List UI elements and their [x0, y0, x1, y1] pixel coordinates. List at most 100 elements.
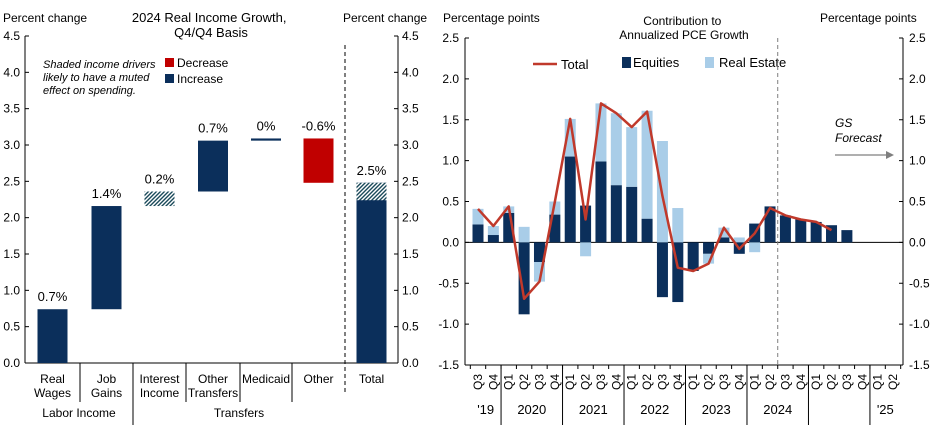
legend-label-real-estate: Real Estate [719, 55, 786, 70]
quarter-label: Q3 [471, 374, 485, 390]
forecast-label-line1: GS [835, 116, 852, 130]
equities-bar [764, 206, 776, 243]
real-estate-bar [641, 110, 653, 219]
right-ytick-label-right: 1.5 [909, 113, 926, 127]
legend-label-total: Total [561, 57, 589, 72]
equities-bar [703, 242, 715, 254]
real-estate-bar [718, 227, 730, 238]
year-label: '19 [477, 402, 494, 417]
left-category-label-line2: Gains [91, 386, 122, 400]
quarter-label: Q2 [702, 374, 716, 390]
real-estate-bar [595, 103, 607, 162]
left-group-label: Labor Income [42, 406, 116, 420]
equities-bar [687, 242, 699, 271]
left-category-label: Job [97, 372, 117, 386]
year-label: 2020 [517, 402, 546, 417]
legend-swatch-increase [165, 74, 174, 83]
equities-bar [595, 161, 607, 243]
quarter-label: Q3 [778, 374, 792, 390]
equities-bar [580, 205, 592, 243]
equities-bar [810, 221, 822, 243]
right-ytick-label: 2.0 [442, 72, 459, 86]
legend-label-decrease: Decrease [177, 56, 229, 70]
waterfall-bar [37, 309, 68, 363]
right-ytick-label: 0.0 [442, 235, 459, 249]
quarter-label: Q2 [517, 374, 531, 390]
left-ytick-label-right: 1.5 [402, 247, 419, 261]
right-ytick-label-right: 2.0 [909, 72, 926, 86]
equities-bar [564, 156, 576, 243]
left-category-label: Other [198, 372, 228, 386]
right-ytick-label-right: 1.0 [909, 154, 926, 168]
left-category-label-line2: Wages [34, 386, 71, 400]
waterfall-bar [144, 191, 175, 207]
left-title-line1: 2024 Real Income Growth, [132, 10, 287, 25]
year-label: 2022 [640, 402, 669, 417]
legend-label-equities: Equities [633, 55, 680, 70]
left-ytick-label-right: 4.5 [402, 29, 419, 43]
equities-bar [641, 218, 653, 243]
real-estate-bar [749, 242, 761, 253]
left-ytick-label: 1.5 [3, 247, 20, 261]
right-ytick-label-right: -0.5 [909, 276, 930, 290]
real-estate-bar [733, 237, 745, 243]
left-title-line2: Q4/Q4 Basis [174, 25, 248, 40]
left-category-label: Interest [139, 372, 180, 386]
right-ytick-label-right: 0.0 [909, 235, 926, 249]
real-estate-bar [533, 261, 545, 282]
equities-bar [487, 235, 499, 243]
equities-bar [672, 242, 684, 303]
real-estate-bar [487, 226, 499, 236]
quarter-label: Q3 [532, 374, 546, 390]
quarter-label: Q4 [855, 374, 869, 390]
quarter-label: Q3 [655, 374, 669, 390]
forecast-label: GS Forecast [835, 116, 882, 145]
right-ytick-label: 1.5 [442, 113, 459, 127]
real-estate-bar [703, 253, 715, 264]
equities-bar [841, 230, 853, 243]
quarter-label: Q1 [871, 374, 885, 390]
right-total-line [477, 102, 833, 301]
legend-swatch-equities [622, 57, 631, 68]
total-series-line [477, 102, 833, 301]
year-label: 2021 [579, 402, 608, 417]
left-title: 2024 Real Income Growth, Q4/Q4 Basis [132, 10, 290, 40]
equities-bar [795, 219, 807, 243]
quarter-label: Q1 [502, 374, 516, 390]
waterfall-data-label: 0.7% [38, 289, 68, 304]
right-title-line2: Annualized PCE Growth [619, 28, 748, 42]
waterfall-data-label: 0.7% [198, 121, 228, 136]
equities-bar [549, 214, 561, 243]
equities-bar [610, 185, 622, 243]
left-category-label-line2: Transfers [188, 386, 238, 400]
quarter-label: Q4 [609, 374, 623, 390]
real-estate-bar [472, 208, 484, 225]
left-category-label: Real [40, 372, 65, 386]
real-estate-bar [626, 127, 638, 187]
equities-bar [533, 242, 545, 262]
right-bars [472, 103, 853, 315]
quarter-label: Q1 [625, 374, 639, 390]
equities-bar [518, 242, 530, 315]
real-estate-bar [518, 226, 530, 243]
quarter-label: Q3 [840, 374, 854, 390]
annotation-line2: likely to have a muted [43, 72, 150, 84]
waterfall-data-label: 1.4% [92, 186, 122, 201]
right-title: Contribution to Annualized PCE Growth [619, 14, 748, 42]
waterfall-bar [198, 140, 228, 192]
left-categories: RealWagesJobGainsInterestIncomeOtherTran… [34, 363, 384, 425]
equities-bar [626, 186, 638, 243]
right-ytick-label: -1.5 [438, 358, 459, 372]
right-ytick-label: -1.0 [438, 317, 459, 331]
left-ytick-label: 4.0 [3, 65, 20, 79]
waterfall-bar [91, 206, 122, 310]
left-ytick-label-right: 2.5 [402, 174, 419, 188]
quarter-label: Q2 [579, 374, 593, 390]
waterfall-bar [251, 138, 281, 141]
left-ytick-label: 0.0 [3, 356, 20, 370]
real-estate-bar [610, 113, 622, 186]
waterfall-data-label: -0.6% [302, 118, 336, 133]
forecast-arrow-head [886, 151, 894, 159]
right-ytick-label: -0.5 [438, 276, 459, 290]
